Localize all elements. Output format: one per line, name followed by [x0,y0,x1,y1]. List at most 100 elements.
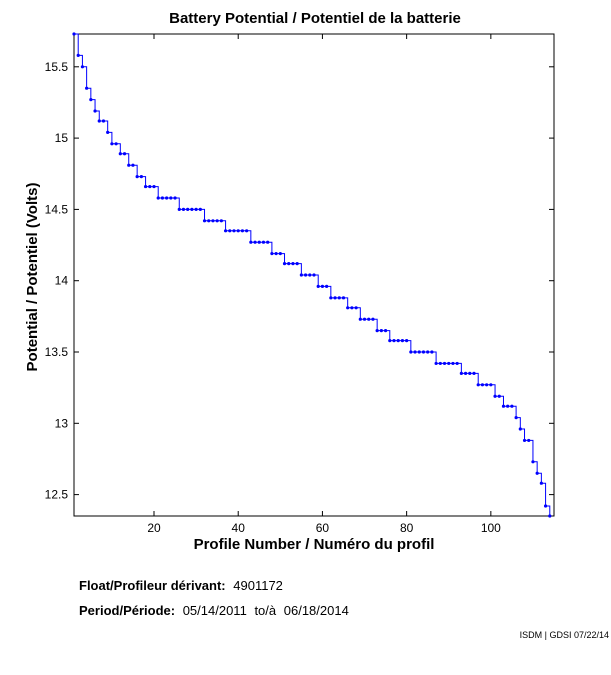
data-point [114,142,118,146]
data-point [127,163,131,167]
period-end: 06/18/2014 [283,603,349,618]
data-point [186,207,190,212]
y-tick-label: 15 [55,131,69,145]
float-value: 4901172 [233,578,283,593]
y-tick-label: 14 [55,274,69,288]
data-point [278,252,282,256]
y-tick-label: 13.5 [45,345,69,359]
period-label: Period/Période: [79,603,176,618]
data-point [101,119,106,123]
data-point [463,371,468,375]
period-start: 05/14/2011 [182,603,247,618]
data-point [148,184,152,189]
data-point [160,196,165,200]
data-point [299,273,303,277]
data-point [232,229,236,233]
data-point [106,130,110,134]
data-point [459,371,463,375]
chart-title: Battery Potential / Potentiel de la batt… [169,10,461,27]
data-point [455,361,459,366]
data-point [341,296,346,300]
data-point [295,261,299,266]
data-point [405,338,409,343]
data-point [270,252,274,256]
data-point [434,361,438,366]
data-point [493,394,497,398]
data-point [257,240,261,244]
data-point [110,142,114,146]
data-point [240,229,245,233]
data-point [501,404,506,408]
data-point [97,119,101,123]
data-point [375,329,379,333]
data-point [535,471,539,475]
data-point [303,273,308,277]
data-point [396,338,400,343]
data-point [543,504,548,508]
data-point [447,361,451,366]
data-point [438,361,442,366]
period-separator: to/à [254,603,277,618]
data-point [430,350,434,354]
data-point [135,175,139,179]
data-point [426,350,430,354]
data-point [165,196,169,200]
y-tick-labels: 12.5 13 13.5 14 14.5 15 15.5 [45,60,69,502]
data-point [287,261,291,266]
data-point [211,219,215,223]
data-point [85,86,89,90]
float-label: Float/Profileur dérivant: [79,578,226,593]
data-point [548,514,552,518]
data-point [506,404,510,408]
data-point [312,273,316,277]
x-axis-label: Profile Number / Numéro du profil [194,536,435,553]
data-point [489,383,493,387]
data-point [131,163,135,167]
data-point [139,175,143,179]
data-point [219,219,223,223]
data-point [468,371,472,375]
data-point [379,329,383,333]
data-point [198,207,202,212]
data-point [261,240,266,244]
battery-voltage-points [72,32,552,518]
data-point [173,196,177,200]
axis-ticks [74,34,554,516]
data-point [266,240,270,244]
data-point [510,404,514,408]
data-point [480,383,485,387]
data-point [236,229,240,233]
data-point [122,152,127,156]
data-point [518,427,522,431]
data-point [383,329,388,333]
data-point [156,196,160,200]
data-point [253,240,257,244]
data-point [417,350,421,354]
data-point [118,152,122,156]
x-tick-label: 20 [147,521,161,535]
data-point [72,32,76,36]
data-point [320,284,325,289]
data-point [485,383,489,387]
data-point [367,317,371,321]
x-tick-label: 80 [400,521,414,535]
data-point [282,261,287,266]
data-point [451,361,455,366]
credit-stamp: ISDM | GDSI 07/22/14 [519,630,609,640]
data-point [194,207,198,212]
x-tick-labels: 20 40 60 80 100 [147,521,501,535]
data-point [388,338,392,343]
data-point [354,306,358,310]
data-point [249,240,253,244]
data-point [522,438,527,443]
data-point [409,350,413,354]
data-point [93,109,97,113]
data-point [346,306,350,310]
data-point [329,296,333,300]
data-point [316,284,320,289]
data-point [472,371,476,375]
y-tick-label: 15.5 [45,60,69,74]
data-point [531,460,535,464]
data-point [371,317,375,321]
